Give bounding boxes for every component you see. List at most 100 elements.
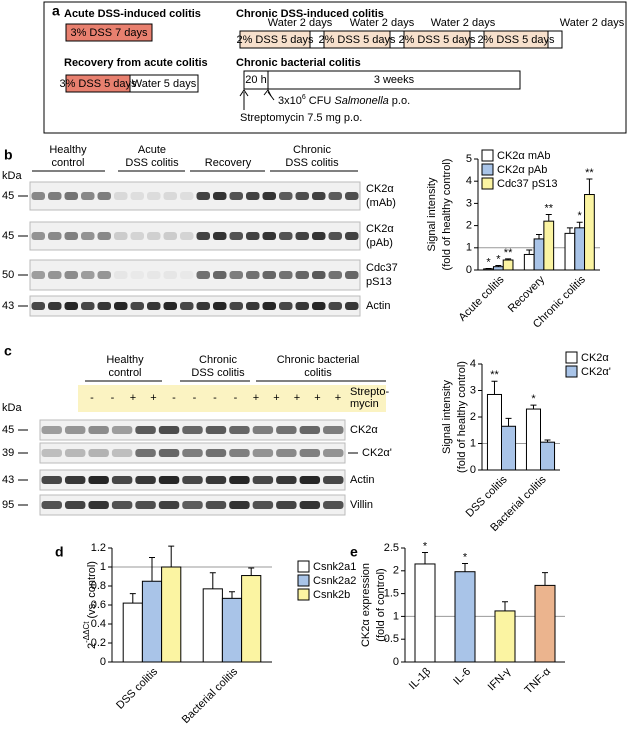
- y-axis-label: CK2α expression: [360, 563, 372, 647]
- error-bar: [530, 404, 537, 410]
- protocol-title: Chronic DSS-induced colitis: [236, 8, 384, 20]
- band: [180, 232, 194, 240]
- band: [229, 302, 243, 310]
- band: [295, 192, 309, 200]
- significance: *: [531, 393, 536, 405]
- y-tick-label: 0.5: [384, 633, 399, 645]
- treatment-sign: +: [294, 392, 300, 404]
- band: [88, 449, 109, 457]
- band: [262, 192, 276, 200]
- band: [213, 302, 227, 310]
- band: [295, 302, 309, 310]
- treatment-sign: -: [111, 392, 115, 404]
- band-label: (pAb): [366, 237, 393, 249]
- lane-group-label: Acute: [138, 144, 166, 156]
- step-label: Water 2 days: [350, 17, 415, 29]
- band: [182, 476, 203, 484]
- band: [64, 501, 86, 509]
- error-bar: [576, 221, 583, 228]
- y-tick-label: 5: [466, 153, 472, 165]
- band: [182, 426, 203, 434]
- kda-marker: 45: [2, 424, 14, 436]
- y-tick-label: 1: [470, 437, 476, 449]
- band: [323, 449, 344, 457]
- y-tick-label: 0: [470, 464, 476, 476]
- step-label: 3% DSS 5 days: [59, 78, 137, 90]
- bar: [141, 580, 163, 663]
- panel-a-frame: [43, 1, 627, 134]
- significance: **: [585, 167, 594, 179]
- band: [328, 232, 342, 240]
- band: [328, 192, 342, 200]
- band-label: (mAb): [366, 197, 396, 209]
- band-label: CK2α: [366, 223, 394, 235]
- band-label: CK2α: [350, 424, 378, 436]
- error-bar: [536, 233, 542, 239]
- y-tick-label: 2: [470, 411, 476, 423]
- error-bar: [462, 563, 468, 572]
- legend-label: CK2α: [581, 352, 609, 364]
- error-bar: [149, 557, 155, 582]
- x-tick-label: Bacterial colitis: [180, 665, 241, 726]
- significance: *: [578, 210, 583, 222]
- superscript: 6: [302, 94, 306, 101]
- band: [81, 232, 95, 240]
- lane-group-label: control: [51, 157, 84, 169]
- lane-group-label: DSS colitis: [125, 157, 179, 169]
- band: [97, 232, 111, 240]
- band: [312, 302, 326, 310]
- band-label: Actin: [350, 474, 374, 486]
- error-bar: [422, 552, 428, 564]
- legend-label: Csnk2a2: [313, 575, 356, 587]
- band: [31, 271, 45, 279]
- y-axis-label: (fold of control): [375, 568, 387, 641]
- band: [163, 302, 177, 310]
- band: [312, 192, 326, 200]
- protocol-title: Recovery from acute colitis: [64, 57, 208, 69]
- step-label: Water 2 days: [560, 17, 625, 29]
- band: [295, 271, 309, 279]
- legend-swatch: [297, 588, 310, 601]
- treatment-sign: +: [314, 392, 320, 404]
- bar: [523, 253, 535, 271]
- y-tick-label: 4: [466, 175, 472, 187]
- y-tick-label: 0.4: [91, 618, 106, 630]
- x-tick-label: DSS colitis: [114, 665, 160, 711]
- treatment-sign: +: [253, 392, 259, 404]
- x-tick-label: Acute colitis: [457, 273, 507, 323]
- bar: [574, 227, 586, 271]
- step-label: 3 weeks: [374, 74, 415, 86]
- band: [41, 449, 62, 457]
- protocol-title: Chronic bacterial colitis: [236, 57, 361, 69]
- band: [64, 192, 78, 200]
- band: [345, 232, 359, 240]
- error-bar: [505, 417, 512, 427]
- band: [31, 232, 45, 240]
- band: [279, 192, 293, 200]
- band: [205, 426, 227, 434]
- step-label: Water 5 days: [132, 78, 197, 90]
- band: [299, 476, 321, 484]
- x-tick-label: TNF-α: [522, 665, 553, 696]
- band: [111, 476, 133, 484]
- band: [81, 192, 95, 200]
- band: [48, 271, 62, 279]
- band: [182, 449, 203, 457]
- bar: [534, 584, 556, 663]
- kda-marker: 50: [2, 269, 14, 281]
- dss-step: [403, 30, 471, 49]
- salmonella-note: 3x106 CFU Salmonella p.o.: [278, 94, 410, 107]
- band: [312, 232, 326, 240]
- band: [114, 192, 128, 200]
- band: [246, 192, 260, 200]
- band: [276, 501, 297, 509]
- band: [229, 426, 250, 434]
- band: [158, 476, 180, 484]
- legend-swatch: [565, 365, 578, 378]
- band: [246, 302, 260, 310]
- band: [299, 426, 321, 434]
- band: [312, 271, 326, 279]
- legend-label: Csnk2b: [313, 589, 350, 601]
- error-bar: [542, 572, 548, 586]
